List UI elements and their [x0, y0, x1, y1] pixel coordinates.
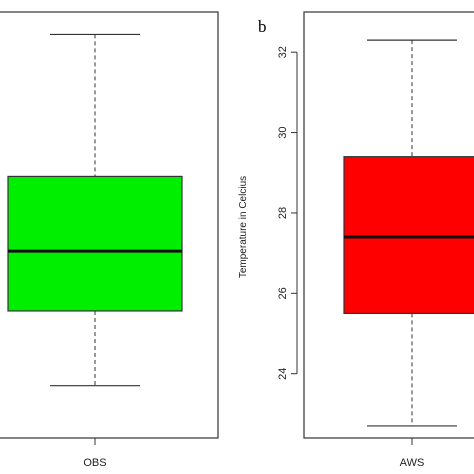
plot-frame: [0, 11, 219, 439]
y-tick-label: 32: [277, 46, 289, 58]
x-category-label: AWS: [400, 457, 425, 469]
panel-label: b: [258, 17, 267, 36]
y-tick-label: 24: [277, 368, 289, 380]
plot-frame: [303, 11, 474, 439]
y-tick-label: 30: [277, 126, 289, 138]
box-aws: [343, 156, 474, 315]
y-tick-label: 26: [277, 287, 289, 299]
x-category-label: OBS: [83, 457, 106, 469]
y-axis-title: Temperature in Celcius: [238, 176, 249, 278]
box-obs: [7, 175, 183, 312]
y-tick-label: 28: [277, 207, 289, 219]
